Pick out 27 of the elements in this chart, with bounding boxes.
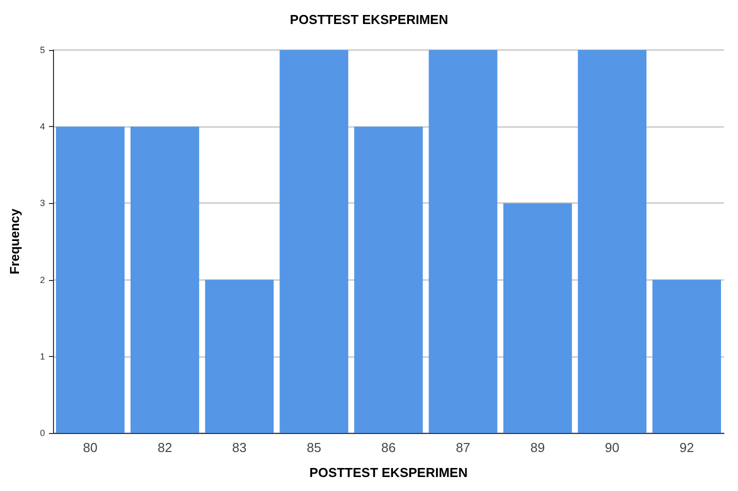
y-tick-label: 3	[40, 198, 45, 208]
y-tick-label: 5	[40, 45, 45, 55]
bar	[578, 50, 646, 433]
bar	[205, 280, 274, 433]
x-tick-label: 87	[456, 440, 470, 455]
y-axis-title: Frequency	[7, 208, 22, 274]
x-tick-label: 92	[679, 440, 694, 455]
y-tick-label: 4	[40, 122, 45, 132]
x-tick-label: 86	[381, 440, 396, 455]
bar	[428, 50, 498, 433]
bar	[56, 126, 125, 433]
x-tick-label: 89	[530, 440, 545, 455]
bar	[652, 280, 722, 433]
x-tick-label: 82	[158, 440, 172, 455]
bar	[503, 203, 572, 433]
bar	[354, 126, 423, 433]
x-axis-title: POSTTEST EKSPERIMEN	[309, 465, 468, 480]
x-tick-label: 90	[604, 440, 620, 455]
chart-title: POSTTEST EKSPERIMEN	[290, 12, 448, 27]
bar	[280, 50, 348, 433]
x-tick-label: 80	[83, 440, 98, 455]
y-tick-label: 2	[40, 274, 45, 285]
x-tick-label: 85	[306, 440, 322, 455]
y-tick-label: 1	[40, 351, 45, 362]
x-tick-label: 83	[232, 440, 247, 455]
y-tick-label: 0	[40, 428, 45, 438]
bar	[130, 126, 200, 433]
